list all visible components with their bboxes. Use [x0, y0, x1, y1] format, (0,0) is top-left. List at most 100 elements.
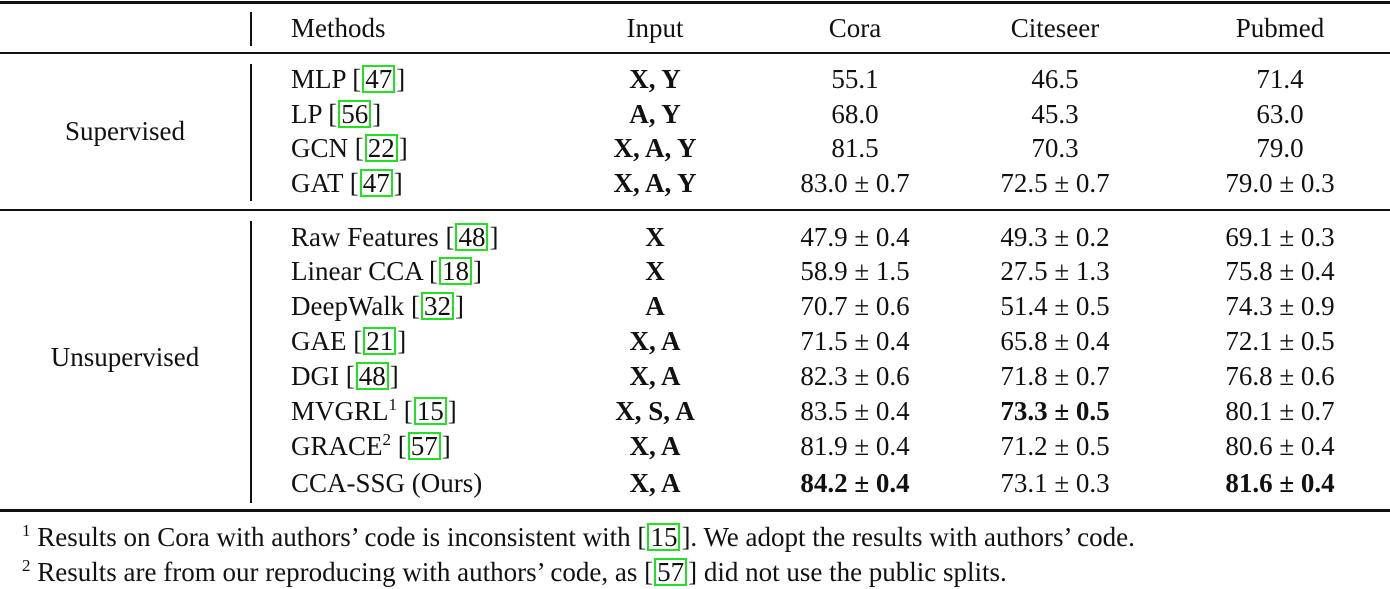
method-label: Raw Features: [291, 222, 439, 252]
citation-link[interactable]: 47: [362, 65, 396, 93]
method-label: GCN: [291, 133, 349, 163]
input-type: X, A: [629, 326, 681, 356]
input-type: X, Y: [629, 64, 681, 94]
footnote-2: 2 Results are from our reproducing with …: [22, 555, 1007, 589]
citation-link[interactable]: 32: [421, 292, 455, 320]
pubmed-accuracy: 81.6 ± 0.4: [1225, 468, 1335, 498]
footnote-text: ] did not use the public splits.: [688, 557, 1007, 587]
input-type: X: [645, 256, 665, 286]
supervised-vertical-separator: [250, 64, 252, 201]
bottom-rule: [0, 509, 1390, 512]
input-type: X, S, A: [615, 396, 695, 426]
citation-link[interactable]: 56: [338, 100, 372, 128]
table-row: Linear CCA [18] X 58.9 ± 1.5 27.5 ± 1.3 75.8…: [0, 254, 1390, 288]
input-type: X, A, Y: [613, 168, 697, 198]
footnote-mark: 2: [382, 430, 392, 449]
cora-accuracy: 68.0: [831, 99, 879, 129]
pubmed-accuracy: 80.1 ± 0.7: [1225, 396, 1335, 426]
cora-accuracy: 81.5: [831, 133, 879, 163]
citeseer-accuracy: 71.2 ± 0.5: [1000, 431, 1110, 461]
footnote-mark: 1: [22, 521, 31, 540]
table-row: MLP [47] X, Y 55.1 46.5 71.4: [0, 62, 1390, 96]
citeseer-accuracy: 51.4 ± 0.5: [1000, 291, 1110, 321]
header-rule: [0, 52, 1390, 54]
table-row: GCN [22] X, A, Y 81.5 70.3 79.0: [0, 131, 1390, 165]
header-pubmed: Pubmed: [1235, 13, 1325, 43]
citeseer-accuracy: 65.8 ± 0.4: [1000, 326, 1110, 356]
method-label: DGI: [291, 361, 339, 391]
citeseer-accuracy: 73.1 ± 0.3: [1000, 468, 1110, 498]
footnote-1: 1 Results on Cora with authors’ code is …: [22, 520, 1135, 554]
citation-link[interactable]: 22: [364, 134, 398, 162]
header-input: Input: [626, 13, 684, 43]
input-type: X, A: [629, 468, 681, 498]
cora-accuracy: 83.5 ± 0.4: [800, 396, 910, 426]
citation-link[interactable]: 57: [654, 558, 688, 586]
table-row: DGI [48] X, A 82.3 ± 0.6 71.8 ± 0.7 76.8 ± 0…: [0, 359, 1390, 393]
cora-accuracy: 55.1: [831, 64, 879, 94]
header-vertical-separator: [250, 12, 252, 46]
pubmed-accuracy: 80.6 ± 0.4: [1225, 431, 1335, 461]
cora-accuracy: 81.9 ± 0.4: [800, 431, 910, 461]
citation-link[interactable]: 47: [359, 169, 393, 197]
method-label: MLP: [291, 64, 346, 94]
cora-accuracy: 70.7 ± 0.6: [800, 291, 910, 321]
cora-accuracy: 84.2 ± 0.4: [800, 468, 910, 498]
input-type: X, A, Y: [613, 133, 697, 163]
method-name: GRACE2 [57]: [291, 430, 451, 461]
table-row: GAT [47] X, A, Y 83.0 ± 0.7 72.5 ± 0.7 79.0 …: [0, 166, 1390, 200]
method-label: DeepWalk: [291, 291, 405, 321]
input-type: X, A: [629, 431, 681, 461]
pubmed-accuracy: 76.8 ± 0.6: [1225, 361, 1335, 391]
footnote-text: Results on Cora with authors’ code is in…: [37, 522, 647, 552]
citation-link[interactable]: 48: [355, 362, 389, 390]
citation-link[interactable]: 15: [647, 523, 681, 551]
method-name: CCA-SSG (Ours): [291, 466, 482, 500]
method-name: Linear CCA [18]: [291, 256, 482, 286]
citeseer-accuracy: 45.3: [1031, 99, 1079, 129]
method-name: DeepWalk [32]: [291, 291, 465, 321]
method-label: CCA-SSG (Ours): [291, 468, 483, 498]
cora-accuracy: 58.9 ± 1.5: [800, 256, 910, 286]
footnote-text: Results are from our reproducing with au…: [37, 557, 654, 587]
citeseer-accuracy: 72.5 ± 0.7: [1000, 168, 1110, 198]
citation-link[interactable]: 15: [413, 397, 447, 425]
citeseer-accuracy: 49.3 ± 0.2: [1000, 222, 1110, 252]
citation-link[interactable]: 48: [455, 223, 489, 251]
header-citeseer: Citeseer: [1010, 13, 1100, 43]
citation-link[interactable]: 18: [438, 257, 472, 285]
pubmed-accuracy: 74.3 ± 0.9: [1225, 291, 1335, 321]
method-name: GAT [47]: [291, 168, 403, 198]
citation-link[interactable]: 21: [363, 327, 397, 355]
footnote-mark: 1: [388, 395, 398, 414]
footnote-mark: 2: [22, 556, 31, 575]
table-row: LP [56] A, Y 68.0 45.3 63.0: [0, 97, 1390, 131]
method-name: GAE [21]: [291, 326, 407, 356]
method-label: MVGRL: [291, 396, 389, 426]
pubmed-accuracy: 63.0: [1256, 99, 1304, 129]
table-row: MVGRL1 [15] X, S, A 83.5 ± 0.4 73.3 ± 0.5 80…: [0, 394, 1390, 428]
header-methods: Methods: [291, 13, 386, 43]
pubmed-accuracy: 71.4: [1256, 64, 1304, 94]
table-row: Raw Features [48] X 47.9 ± 0.4 49.3 ± 0.2 69…: [0, 220, 1390, 254]
pubmed-accuracy: 79.0 ± 0.3: [1225, 168, 1335, 198]
group-label-supervised: Supervised: [65, 116, 185, 146]
method-name: MVGRL1 [15]: [291, 395, 457, 426]
method-name: LP [56]: [291, 99, 382, 129]
input-type: X: [645, 222, 665, 252]
top-rule: [0, 1, 1390, 4]
method-label: Linear CCA: [291, 256, 423, 286]
table-header: Methods Input Cora Citeseer Pubmed: [0, 11, 1390, 45]
method-label: GAT: [291, 168, 344, 198]
citeseer-accuracy: 46.5: [1031, 64, 1079, 94]
group-label-unsupervised: Unsupervised: [50, 342, 200, 372]
citeseer-accuracy: 71.8 ± 0.7: [1000, 361, 1110, 391]
input-type: A: [645, 291, 665, 321]
cora-accuracy: 71.5 ± 0.4: [800, 326, 910, 356]
citation-link[interactable]: 57: [407, 432, 441, 460]
method-label: LP: [291, 99, 322, 129]
method-label: GRACE: [291, 431, 383, 461]
citeseer-accuracy: 70.3: [1031, 133, 1079, 163]
table-row: DeepWalk [32] A 70.7 ± 0.6 51.4 ± 0.5 74.3 ±…: [0, 289, 1390, 323]
footnote-text: ]. We adopt the results with authors’ co…: [681, 522, 1135, 552]
